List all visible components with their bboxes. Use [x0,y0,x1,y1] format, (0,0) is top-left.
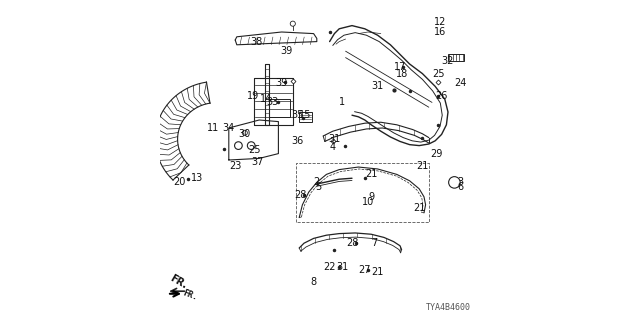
Text: 5: 5 [316,182,321,192]
Text: 12: 12 [434,17,446,28]
Text: 8: 8 [310,276,317,287]
Text: 16: 16 [434,27,446,37]
Text: 1: 1 [339,97,346,108]
Text: 28: 28 [346,238,358,248]
Text: 19: 19 [246,91,259,101]
Text: 30: 30 [239,129,251,140]
Text: 15: 15 [300,110,312,120]
Text: 18: 18 [396,68,408,79]
Text: 3: 3 [458,177,464,188]
Text: 31: 31 [371,81,384,92]
Text: 11: 11 [207,123,219,133]
Text: 24: 24 [454,78,467,88]
Text: 27: 27 [358,265,371,276]
Text: 35: 35 [291,110,304,120]
Text: FR.: FR. [168,274,189,291]
Text: 37: 37 [252,156,264,167]
Text: 38: 38 [250,36,262,47]
Text: 26: 26 [435,91,448,101]
Text: 2: 2 [314,177,320,188]
Text: 6: 6 [458,182,464,192]
Text: 21: 21 [416,161,429,172]
Text: 20: 20 [173,177,186,188]
Text: TYA4B4600: TYA4B4600 [426,303,470,312]
Text: 36: 36 [291,136,304,146]
Text: 28: 28 [294,190,307,200]
Text: 22: 22 [323,262,336,272]
Text: 25: 25 [432,68,445,79]
Text: 25: 25 [248,145,260,156]
Text: 13: 13 [191,172,203,183]
Text: 39: 39 [280,46,292,56]
Text: 34: 34 [223,123,235,133]
Text: 4: 4 [330,142,336,152]
Text: 21: 21 [413,203,426,213]
Text: 33: 33 [266,97,278,108]
Text: 29: 29 [431,148,443,159]
Text: 32: 32 [442,56,454,66]
Text: 17: 17 [394,62,406,72]
Text: FR.: FR. [182,288,199,301]
Text: 31: 31 [328,134,340,144]
Text: 21: 21 [371,267,384,277]
Text: 23: 23 [229,161,241,172]
Text: 9: 9 [368,192,374,202]
Text: 7: 7 [371,238,378,248]
Text: 14: 14 [259,94,272,104]
Text: 31: 31 [336,262,349,272]
Text: 39: 39 [275,78,288,88]
Text: 10: 10 [362,196,374,207]
Text: 21: 21 [365,169,378,180]
